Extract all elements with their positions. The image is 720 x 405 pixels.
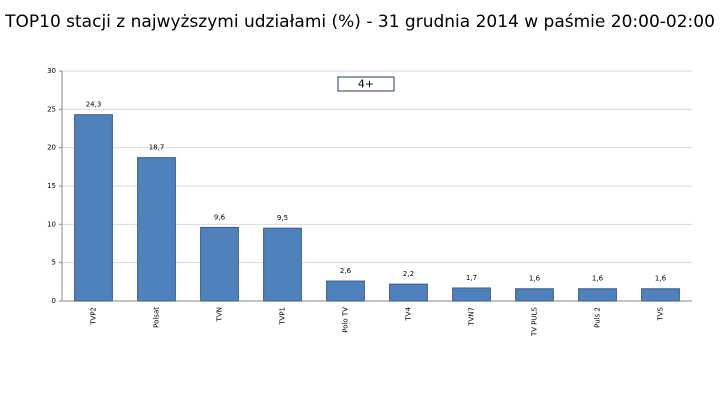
- bar: [326, 280, 365, 302]
- value-label: 1,7: [466, 274, 477, 282]
- x-tick-label: TVP2: [90, 307, 98, 326]
- x-tick-label: Polsat: [153, 307, 161, 328]
- value-label: 1,6: [592, 275, 604, 283]
- y-tick-label: 0: [52, 297, 56, 305]
- value-label: 9,6: [214, 213, 226, 221]
- bar: [389, 283, 428, 302]
- x-tick-label: TVN: [216, 307, 224, 322]
- y-tick-label: 15: [47, 182, 56, 190]
- x-tick-label: TV PULS: [531, 306, 539, 337]
- value-label: 9,5: [277, 214, 288, 222]
- bar: [641, 288, 680, 302]
- bar: [263, 227, 302, 302]
- value-label: 2,2: [403, 270, 414, 278]
- x-tick-label: TVP1: [279, 307, 287, 326]
- y-tick-label: 25: [47, 105, 56, 113]
- x-tick-label: Polo TV: [342, 307, 350, 333]
- value-label: 18,7: [149, 144, 165, 152]
- value-label: 2,6: [340, 267, 352, 275]
- x-tick-label: TV4: [405, 306, 413, 321]
- annotation: 4+: [358, 78, 374, 91]
- bar: [452, 287, 491, 302]
- value-label: 24,3: [86, 101, 102, 109]
- value-label: 1,6: [655, 275, 667, 283]
- bar: [137, 157, 176, 302]
- x-tick-label: TVS: [657, 306, 665, 321]
- x-tick-label: TVN7: [468, 307, 476, 327]
- chart-title: TOP10 stacji z najwyższymi udziałami (%)…: [4, 12, 715, 32]
- annotation-box: [337, 76, 395, 92]
- value-label: 1,6: [529, 275, 541, 283]
- y-tick-label: 30: [47, 67, 56, 75]
- y-tick-label: 10: [47, 220, 56, 228]
- bar: [74, 114, 113, 302]
- y-tick-label: 5: [52, 259, 56, 267]
- bar: [200, 226, 239, 302]
- y-tick-label: 20: [47, 144, 56, 152]
- bar: [578, 288, 617, 302]
- bar: [515, 288, 554, 302]
- x-tick-label: Puls 2: [594, 307, 602, 328]
